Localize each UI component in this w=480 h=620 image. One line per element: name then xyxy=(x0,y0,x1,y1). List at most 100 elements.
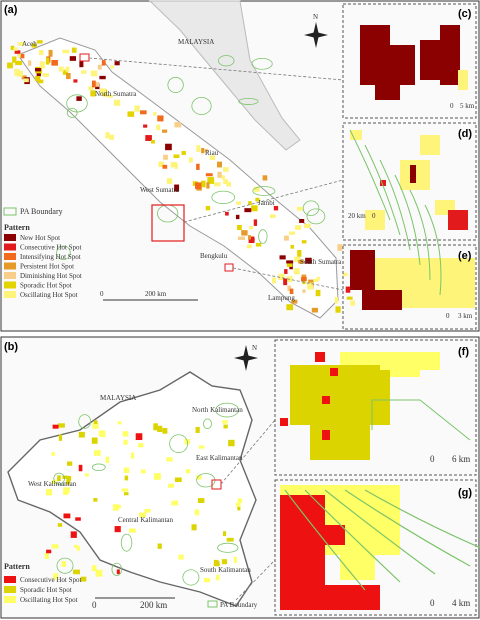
hotspot xyxy=(151,139,155,144)
hotspot xyxy=(302,289,306,293)
hotspot xyxy=(289,231,296,235)
pa-boundary xyxy=(120,533,133,552)
hotspot xyxy=(303,223,311,229)
hotspot xyxy=(196,475,202,480)
hotspot xyxy=(237,224,242,231)
hotspot xyxy=(135,433,143,441)
hotspot xyxy=(99,88,107,95)
scale-label: 3 km xyxy=(458,312,473,320)
hotspot xyxy=(144,509,151,513)
hotspot xyxy=(42,73,49,77)
inset-f xyxy=(274,339,477,476)
place-name: North Kalimantan xyxy=(192,406,243,414)
hotspot xyxy=(174,477,182,482)
hotspot xyxy=(311,307,318,313)
hotspot xyxy=(342,272,348,277)
pa-swatch xyxy=(207,600,218,608)
hotspot xyxy=(93,420,98,424)
legend-title: Pattern xyxy=(4,223,30,232)
hotspot xyxy=(291,299,298,304)
hotspot xyxy=(63,487,70,494)
pa-boundary xyxy=(203,418,212,430)
hotspot xyxy=(262,175,268,181)
legend-title: Pattern xyxy=(4,562,30,571)
scale-label: 0 xyxy=(450,102,454,110)
hotspot xyxy=(110,65,114,69)
hotspot xyxy=(99,75,106,80)
hotspot xyxy=(61,561,66,568)
hotspot xyxy=(188,157,193,163)
legend-swatch xyxy=(4,253,16,260)
hotspot xyxy=(73,569,80,575)
scale-label: 20 km xyxy=(348,212,366,220)
pa-boundary xyxy=(306,208,326,225)
hotspot xyxy=(221,559,228,565)
hotspot xyxy=(335,306,341,313)
hotspot xyxy=(58,434,63,441)
hotspot xyxy=(236,502,241,507)
hotspot xyxy=(237,498,243,503)
hotspot xyxy=(51,544,59,549)
hotspot xyxy=(170,162,178,168)
scale-label: 200 km xyxy=(140,600,167,610)
hotspot xyxy=(79,60,84,68)
zoom-box-f xyxy=(211,479,222,490)
legend-swatch xyxy=(4,234,16,241)
hotspot xyxy=(90,70,98,77)
hotspot xyxy=(249,226,254,230)
inset-cell xyxy=(375,65,400,100)
hotspot xyxy=(7,62,13,69)
hotspot xyxy=(172,500,179,505)
scale-label: 0 xyxy=(372,212,376,220)
inset-cell xyxy=(362,290,402,310)
hotspot xyxy=(157,115,164,122)
inset-cell xyxy=(380,180,386,186)
hotspot xyxy=(66,72,71,80)
hotspot xyxy=(223,531,227,537)
hotspot xyxy=(114,61,120,66)
legend-text: Consecutive Hot Spot xyxy=(20,244,81,252)
hotspot xyxy=(248,236,255,244)
hotspot xyxy=(15,60,23,66)
legend-text: Consecutive Hot Spot xyxy=(20,576,81,584)
hotspot xyxy=(101,60,106,66)
hotspot xyxy=(76,96,82,101)
pa-boundary xyxy=(182,569,200,586)
inset-cell xyxy=(280,585,380,610)
scale-label: 5 km xyxy=(460,102,475,110)
inset-cell xyxy=(320,525,345,545)
zoom-box-c xyxy=(79,53,90,62)
legend-swatch xyxy=(4,586,16,593)
inset-cell xyxy=(330,368,338,376)
hotspot xyxy=(346,296,353,300)
hotspot xyxy=(294,225,302,230)
north-arrow: N xyxy=(234,344,258,371)
hotspot xyxy=(241,230,248,236)
connector xyxy=(220,419,276,485)
connector xyxy=(235,559,276,601)
north-label: N xyxy=(313,13,318,21)
hotspot xyxy=(297,249,302,257)
hotspot xyxy=(45,488,53,496)
hotspot xyxy=(66,480,71,485)
hotspot xyxy=(80,576,87,582)
hotspot xyxy=(221,175,225,180)
pa-boundary xyxy=(111,562,123,576)
hotspot xyxy=(301,277,307,282)
hotspot xyxy=(226,537,234,542)
hotspot xyxy=(93,498,98,502)
place-name: West Kalimantan xyxy=(28,480,77,488)
legend-swatch xyxy=(4,291,16,298)
pa-swatch xyxy=(3,207,17,216)
legend-text: PA Boundary xyxy=(20,207,63,216)
hotspot xyxy=(44,552,49,560)
hotspot xyxy=(130,452,135,459)
hotspot xyxy=(191,524,197,531)
hotspot xyxy=(63,513,71,519)
hotspot xyxy=(12,56,17,63)
legend-swatch xyxy=(4,243,16,251)
hotspot xyxy=(75,517,81,521)
hotspot xyxy=(13,47,18,51)
hotspot xyxy=(337,244,343,251)
hotspot xyxy=(117,421,122,425)
